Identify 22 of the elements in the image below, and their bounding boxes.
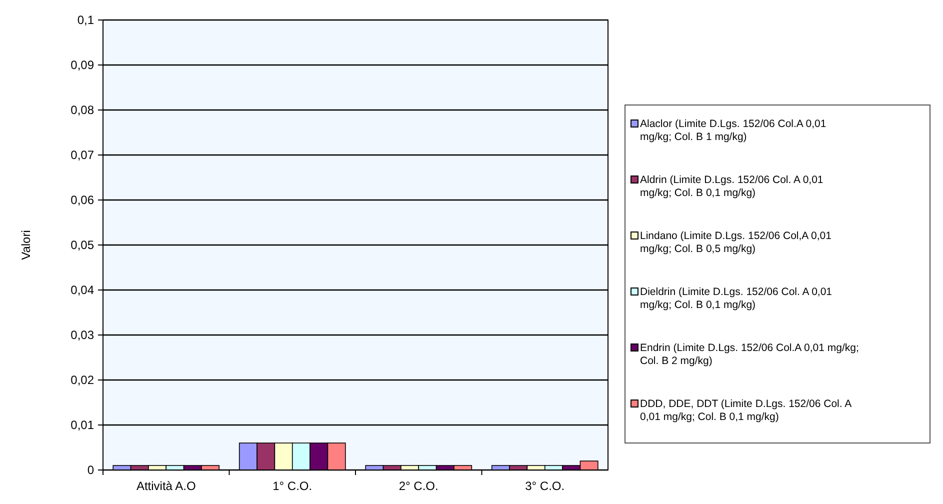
y-axis-title: Valori — [19, 230, 33, 260]
y-tick-label: 0,05 — [70, 238, 94, 252]
legend-label: Dieldrin (Limite D.Lgs. 152/06 Col. A 0,01 mg/kg; Col. B 0,1 mg/kg) — [640, 286, 832, 311]
y-tick-label: 0,06 — [70, 193, 94, 208]
legend-label: Endrin (Limite D.Lgs. 152/06 Col.A 0,01 mg/kg; Col. B 2 mg/kg) — [640, 342, 859, 367]
y-tick-label: 0,07 — [70, 148, 94, 162]
y-tick-label: 0,08 — [70, 103, 94, 118]
legend-label: Lindano (Limite D.Lgs. 152/06 Col,A 0,01 mg/kg; Col. B 0,5 mg/kg) — [640, 230, 832, 255]
x-tick-label: Attività A.O — [136, 479, 196, 493]
legend-label: Alaclor (Limite D.Lgs. 152/06 Col.A 0,01 mg/kg; Col. B 1 mg/kg) — [640, 118, 826, 143]
legend-label: Aldrin (Limite D.Lgs. 152/06 Col. A 0,01 mg/kg; Col. B 0,1 mg/kg) — [640, 174, 824, 199]
y-tick-label: 0 — [87, 463, 94, 478]
y-tick-label: 0,09 — [70, 58, 94, 72]
legend-label: DDD, DDE, DDT (Limite D.Lgs. 152/06 Col. A 0,01 mg/kg; Col. B 0,1 mg/kg) — [640, 398, 852, 423]
y-tick-label: 0,03 — [70, 328, 94, 342]
x-tick-label: 1° C.O. — [272, 479, 312, 493]
y-tick-label: 0,04 — [70, 283, 94, 298]
x-tick-label: 2° C.O. — [398, 479, 438, 493]
y-tick-label: 0,01 — [70, 418, 94, 432]
y-tick-label: 0,1 — [77, 13, 94, 28]
x-tick-label: 3° C.O. — [525, 479, 565, 493]
y-tick-label: 0,02 — [70, 373, 94, 388]
